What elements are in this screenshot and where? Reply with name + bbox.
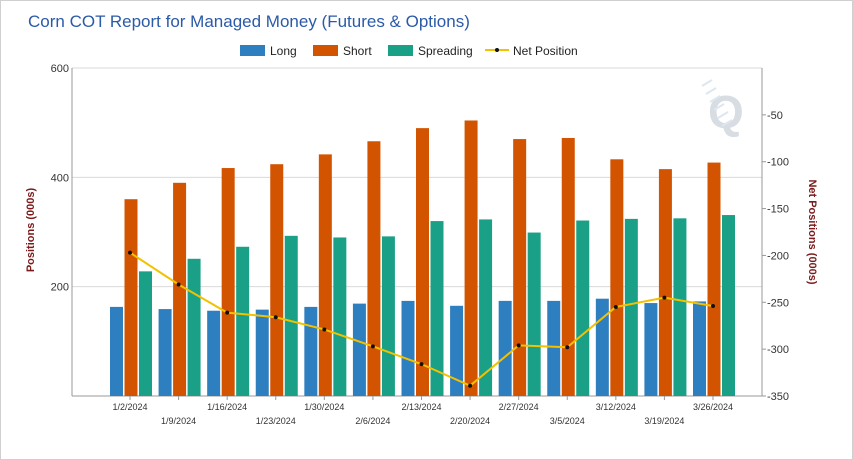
net-position-point-3 [273, 315, 278, 320]
legend-swatch-long [240, 45, 265, 56]
bar-spreading-3 [284, 235, 298, 396]
bar-long-12 [693, 301, 706, 396]
bar-short-1 [173, 182, 187, 396]
watermark-stripe [713, 103, 725, 111]
bar-long-3 [255, 309, 269, 396]
watermark-stripe [705, 87, 717, 95]
net-position-point-0 [128, 250, 132, 255]
bar-long-6 [401, 300, 415, 396]
watermark-stripe [721, 119, 733, 127]
bar-spreading-7 [479, 219, 493, 396]
legend-label-short: Short [343, 44, 372, 58]
bar-spreading-0 [139, 271, 152, 396]
net-position-point-9 [565, 345, 570, 350]
watermark-stripe [709, 95, 721, 103]
bar-long-1 [158, 309, 172, 396]
x-tick-label: 1/9/2024 [161, 416, 196, 426]
net-position-point-6 [419, 362, 424, 367]
net-position-point-10 [613, 304, 618, 309]
bar-spreading-2 [236, 246, 250, 396]
x-tick-label: 3/12/2024 [596, 402, 636, 412]
x-tick-label: 1/30/2024 [304, 402, 344, 412]
net-position-point-12 [711, 304, 715, 309]
bar-spreading-6 [430, 221, 444, 396]
net-position-point-2 [225, 310, 230, 315]
bar-short-2 [221, 168, 235, 396]
bar-long-2 [207, 310, 221, 396]
x-tick-label: 2/6/2024 [355, 416, 390, 426]
bar-spreading-9 [576, 220, 590, 396]
x-tick-label: 3/26/2024 [693, 402, 733, 412]
bar-short-10 [610, 159, 624, 396]
net-position-point-11 [662, 295, 667, 300]
net-position-point-8 [516, 343, 521, 348]
bar-short-12 [707, 162, 721, 396]
watermark-stripe [717, 111, 729, 119]
legend-swatch-spreading [388, 45, 413, 56]
x-tick-label: 3/5/2024 [550, 416, 585, 426]
y2-tick-label: -50 [767, 110, 783, 122]
x-tick-label: 2/20/2024 [450, 416, 490, 426]
legend-swatch-short [313, 45, 338, 56]
bar-spreading-8 [527, 232, 541, 396]
bar-long-11 [644, 303, 658, 396]
legend-label-long: Long [270, 44, 297, 58]
bar-short-7 [464, 120, 478, 396]
bar-long-10 [595, 298, 609, 396]
y2-tick-label: -150 [767, 204, 789, 216]
bar-spreading-11 [673, 218, 687, 396]
y2-tick-label: -350 [767, 391, 789, 403]
legend-label-spreading: Spreading [418, 44, 473, 58]
bar-long-8 [498, 300, 512, 396]
bar-spreading-1 [187, 258, 201, 396]
bar-short-8 [513, 139, 527, 397]
bar-short-4 [318, 154, 332, 396]
net-position-point-1 [176, 282, 181, 287]
x-tick-label: 1/2/2024 [112, 402, 147, 412]
legend-marker-net-position [495, 48, 499, 52]
bar-long-7 [450, 305, 464, 396]
bar-short-9 [561, 137, 575, 396]
bar-spreading-12 [722, 215, 735, 396]
x-tick-label: 2/27/2024 [499, 402, 539, 412]
net-position-point-7 [468, 383, 473, 388]
bar-short-5 [367, 141, 381, 396]
x-tick-label: 3/19/2024 [644, 416, 684, 426]
x-tick-label: 1/23/2024 [256, 416, 296, 426]
watermark-stripe [701, 79, 713, 87]
bar-long-0 [110, 306, 123, 396]
bar-long-4 [304, 306, 318, 396]
watermark-logo: Q [701, 79, 744, 138]
y2-tick-label: -200 [767, 250, 789, 262]
bar-short-6 [416, 128, 429, 396]
bar-short-0 [124, 199, 138, 396]
x-tick-label: 2/13/2024 [401, 402, 441, 412]
x-tick-label: 1/16/2024 [207, 402, 247, 412]
y-tick-label: 600 [51, 63, 69, 75]
watermark-letter: Q [708, 86, 744, 138]
chart-title: Corn COT Report for Managed Money (Futur… [28, 12, 470, 31]
bar-spreading-10 [624, 218, 638, 396]
bar-short-3 [270, 164, 284, 396]
bar-spreading-4 [333, 237, 347, 396]
legend-label-net-position: Net Position [513, 44, 578, 58]
bar-spreading-5 [381, 236, 395, 396]
bar-short-11 [658, 169, 672, 396]
net-position-point-5 [370, 344, 375, 349]
y2-tick-label: -300 [767, 344, 789, 356]
bar-long-9 [547, 300, 561, 396]
y-tick-label: 200 [51, 282, 69, 294]
bar-long-5 [352, 303, 366, 396]
y2-tick-label: -250 [767, 297, 789, 309]
net-position-point-4 [322, 327, 327, 332]
y2-axis-title: Net Positions (000s) [806, 179, 818, 284]
y2-tick-label: -100 [767, 157, 789, 169]
y-tick-label: 400 [51, 172, 69, 184]
y-axis-title: Positions (000s) [25, 187, 37, 272]
